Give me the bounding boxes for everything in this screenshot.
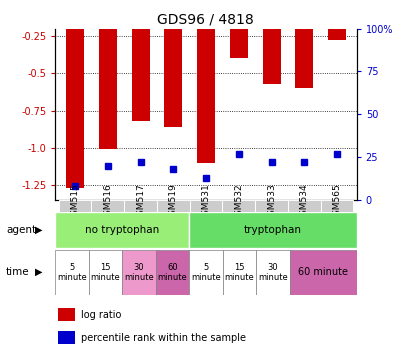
Text: GSM515: GSM515	[70, 183, 79, 221]
Bar	[58, 200, 91, 246]
Bar	[157, 200, 189, 246]
Bar	[289, 250, 356, 295]
Text: 60
minute: 60 minute	[157, 263, 187, 282]
Bar	[189, 250, 222, 295]
Bar	[58, 331, 75, 344]
Bar	[189, 212, 356, 248]
Text: log ratio: log ratio	[81, 310, 121, 320]
Bar	[222, 250, 256, 295]
Bar	[91, 200, 124, 246]
Bar	[55, 250, 89, 295]
Text: GSM517: GSM517	[136, 183, 145, 221]
Bar	[294, 0, 312, 88]
Text: 30
minute: 30 minute	[124, 263, 153, 282]
Text: GSM519: GSM519	[169, 183, 178, 221]
Bar	[164, 0, 182, 127]
Bar	[99, 0, 117, 149]
Bar	[55, 212, 189, 248]
Text: GSM516: GSM516	[103, 183, 112, 221]
Bar	[256, 250, 289, 295]
Bar	[124, 200, 157, 246]
Text: GSM533: GSM533	[266, 183, 275, 221]
Bar	[122, 250, 155, 295]
Bar	[131, 0, 149, 121]
Bar	[327, 0, 345, 40]
Text: GSM534: GSM534	[299, 183, 308, 221]
Text: GSM531: GSM531	[201, 183, 210, 221]
Text: GDS96 / 4818: GDS96 / 4818	[156, 12, 253, 26]
Bar	[262, 0, 280, 84]
Text: 5
minute: 5 minute	[191, 263, 220, 282]
Text: 30
minute: 30 minute	[258, 263, 287, 282]
Bar	[197, 0, 214, 163]
Bar	[189, 200, 222, 246]
Text: tryptophan: tryptophan	[243, 225, 301, 235]
Text: 15
minute: 15 minute	[224, 263, 254, 282]
Text: 5
minute: 5 minute	[57, 263, 87, 282]
Bar	[229, 0, 247, 58]
Bar	[89, 250, 122, 295]
Bar	[254, 200, 287, 246]
Bar	[222, 200, 254, 246]
Bar	[58, 308, 75, 321]
Text: 60 minute: 60 minute	[297, 267, 347, 277]
Bar	[155, 250, 189, 295]
Text: GSM532: GSM532	[234, 183, 243, 221]
Text: ▶: ▶	[35, 267, 43, 277]
Bar	[287, 200, 320, 246]
Text: GSM565: GSM565	[332, 183, 341, 221]
Text: time: time	[6, 267, 30, 277]
Bar	[320, 200, 353, 246]
Text: 15
minute: 15 minute	[90, 263, 120, 282]
Bar	[66, 0, 84, 188]
Text: no tryptophan: no tryptophan	[85, 225, 159, 235]
Text: percentile rank within the sample: percentile rank within the sample	[81, 333, 245, 343]
Text: ▶: ▶	[35, 225, 43, 235]
Text: agent: agent	[6, 225, 36, 235]
